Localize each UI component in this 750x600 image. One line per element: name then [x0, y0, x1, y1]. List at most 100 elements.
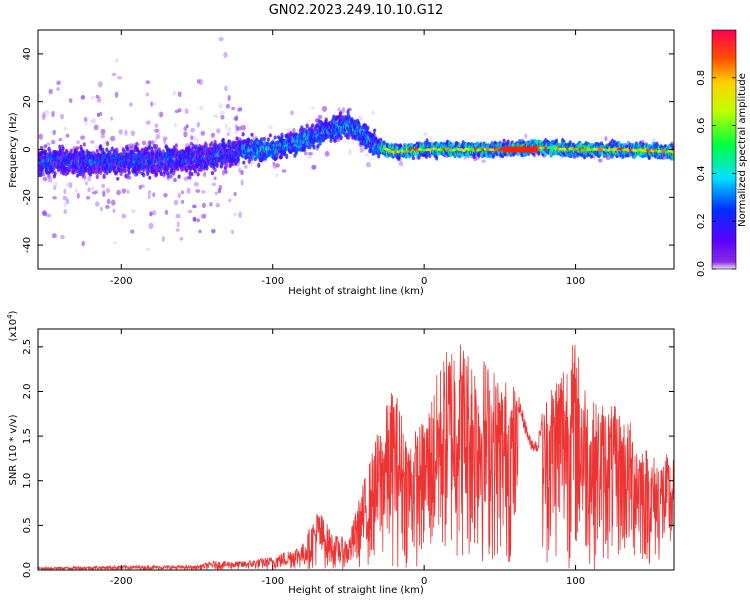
spectrogram-speckle: [233, 116, 239, 121]
spectrogram-speckle: [187, 209, 193, 214]
spectrogram-speckle: [46, 142, 51, 146]
spectrogram-cell: [257, 162, 261, 168]
spectrogram-speckle: [365, 162, 372, 168]
spectrogram-cell: [246, 139, 251, 145]
spectrogram-cell: [236, 157, 240, 163]
spectrogram-speckle: [87, 176, 91, 182]
spectrogram-speckle: [275, 163, 280, 168]
spectrogram-speckle: [224, 85, 228, 92]
spectrogram-speckle: [176, 221, 180, 228]
spectrogram-speckle: [101, 183, 106, 188]
spectrogram-speckle: [97, 81, 103, 88]
spectrogram-cell: [102, 174, 106, 179]
spectrogram-speckle: [220, 114, 225, 120]
spectrogram-speckle: [211, 182, 216, 187]
spectrogram-speckle: [213, 114, 219, 118]
spectrogram-cell: [241, 132, 245, 137]
spectrogram-cell: [105, 147, 109, 153]
spectrogram-speckle: [110, 135, 116, 142]
spectrogram-cell: [65, 150, 69, 155]
spectrogram-speckle: [238, 125, 242, 131]
spectrogram-cell: [105, 141, 110, 147]
spectrogram-speckle: [95, 144, 98, 150]
spectrogram-speckle: [112, 208, 116, 213]
spectrogram-cell: [82, 142, 86, 147]
spectrogram-speckle: [172, 90, 176, 96]
spectrogram-cell: [174, 143, 178, 148]
spectrogram-cell: [122, 149, 126, 154]
spectrogram-speckle: [184, 108, 189, 114]
spectrogram-speckle: [429, 136, 433, 140]
spectrogram-speckle: [47, 176, 53, 183]
spectrogram-speckle: [51, 233, 57, 239]
spectrogram-speckle: [141, 140, 147, 146]
spectrogram-speckle: [219, 110, 225, 115]
spectrogram-speckle: [224, 123, 228, 130]
spectrogram-speckle: [60, 234, 65, 240]
spectrogram-speckle: [163, 192, 168, 198]
spectrogram-speckle: [145, 120, 151, 125]
spectrogram-cell: [221, 137, 225, 142]
spectrogram-speckle: [54, 181, 58, 187]
spectrogram-speckle: [56, 87, 61, 91]
spectrogram-speckle: [200, 130, 206, 136]
spectrogram-speckle: [186, 187, 191, 194]
spectrogram-cell: [115, 147, 119, 153]
spectrogram-speckle: [238, 211, 242, 219]
spectrogram-cell: [58, 144, 62, 150]
spectrogram-speckle: [124, 129, 128, 136]
spectrogram-speckle: [80, 135, 86, 140]
spectrogram-speckle: [52, 196, 58, 200]
spectrogram-cell: [308, 144, 312, 150]
spectrogram-speckle: [99, 206, 103, 212]
spectrogram-speckle: [164, 209, 169, 215]
spectrogram-speckle: [63, 188, 67, 195]
spectrogram-speckle: [231, 229, 234, 235]
spectrogram-speckle: [190, 135, 194, 140]
spectrogram-speckle: [129, 102, 133, 107]
spectrogram-speckle: [106, 198, 111, 205]
figure-title: GN02.2023.249.10.10.G12: [269, 3, 444, 18]
spectrogram-speckle: [181, 199, 185, 204]
spectrogram-speckle: [84, 120, 88, 126]
spectrogram-speckle: [147, 193, 151, 200]
spectrogram-cell: [135, 171, 139, 176]
spectrogram-speckle: [59, 113, 64, 120]
spectrogram-speckle: [65, 198, 70, 205]
spectrogram-speckle: [63, 201, 67, 208]
spectrogram-cell: [131, 154, 135, 159]
spectrogram-cell: [43, 144, 48, 149]
spectrogram-speckle: [179, 237, 184, 241]
spectrogram-cell: [135, 141, 139, 146]
spectrogram-speckle: [145, 80, 151, 85]
spectrogram-speckle: [244, 164, 248, 169]
spectrogram-cell: [127, 170, 131, 175]
spectrogram-speckle: [154, 123, 159, 129]
spectrogram-speckle: [159, 111, 164, 118]
spectrogram-cell: [69, 148, 73, 153]
spectrogram-speckle: [94, 189, 99, 194]
spectrogram-speckle: [358, 115, 364, 121]
spectrogram-cell: [435, 155, 439, 161]
spectrogram-speckle: [304, 151, 308, 156]
spectrogram-cell: [61, 146, 65, 151]
spectrogram-speckle: [38, 94, 41, 98]
spectrogram-speckle: [131, 208, 136, 214]
spectrogram-speckle: [241, 124, 246, 131]
spectrogram-cell: [53, 171, 57, 177]
spectrogram-speckle: [209, 201, 213, 207]
spectrogram-cell: [366, 125, 370, 131]
spectrogram-cell: [110, 146, 114, 152]
spectrogram-cell: [339, 134, 343, 141]
spectrogram-speckle: [196, 218, 201, 223]
spectrogram-speckle: [233, 191, 237, 197]
spectrogram-heatmap: [38, 37, 674, 252]
spectrogram-speckle: [231, 106, 236, 111]
spectrogram-speckle: [68, 98, 73, 104]
spectrogram-cell: [176, 166, 180, 172]
spectrogram-cell: [95, 174, 99, 180]
spectrogram-speckle: [177, 91, 182, 98]
spectrogram-speckle: [118, 129, 123, 135]
